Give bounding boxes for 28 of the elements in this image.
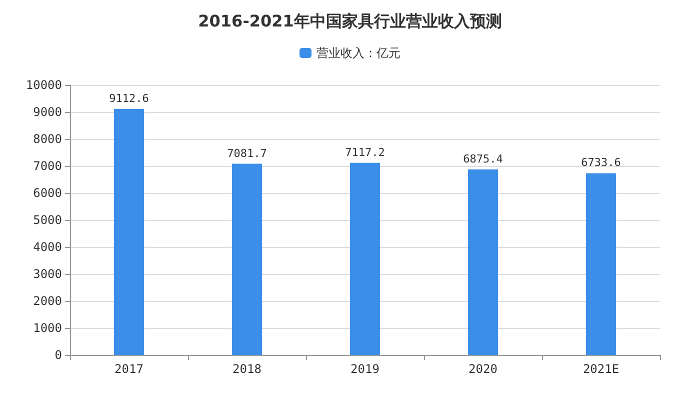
bar	[232, 164, 262, 355]
data-label: 6875.4	[463, 152, 504, 166]
x-tick-label: 2018	[232, 362, 262, 376]
data-label: 7117.2	[345, 146, 385, 159]
y-tick-label: 3000	[33, 267, 62, 281]
data-label: 9112.6	[109, 92, 149, 105]
y-tick-label: 4000	[33, 240, 62, 254]
bar	[468, 169, 498, 355]
y-tick-label: 0	[54, 348, 62, 362]
y-tick-label: 6000	[33, 186, 62, 200]
y-tick-label: 2000	[33, 294, 62, 308]
data-label: 6733.6	[581, 156, 621, 170]
legend-label: 营业收入：亿元	[316, 46, 400, 60]
x-tick-label: 2021E	[582, 362, 620, 376]
y-tick-label: 8000	[33, 132, 62, 146]
y-tick-label: 9000	[33, 105, 62, 119]
y-tick-label: 7000	[33, 159, 62, 173]
x-tick-label: 2017	[114, 362, 144, 376]
x-tick-label: 2020	[468, 362, 498, 376]
y-tick-label: 5000	[33, 213, 62, 227]
bar	[114, 108, 144, 355]
data-label: 7081.7	[227, 146, 267, 160]
y-tick-label: 1000	[33, 321, 62, 335]
bar	[350, 162, 380, 355]
x-tick-label: 2019	[350, 362, 380, 376]
bar	[586, 173, 616, 355]
chart-title: 2016-2021年中国家具行业营业收入预测	[198, 12, 502, 30]
y-tick-label: 10000	[26, 78, 62, 92]
